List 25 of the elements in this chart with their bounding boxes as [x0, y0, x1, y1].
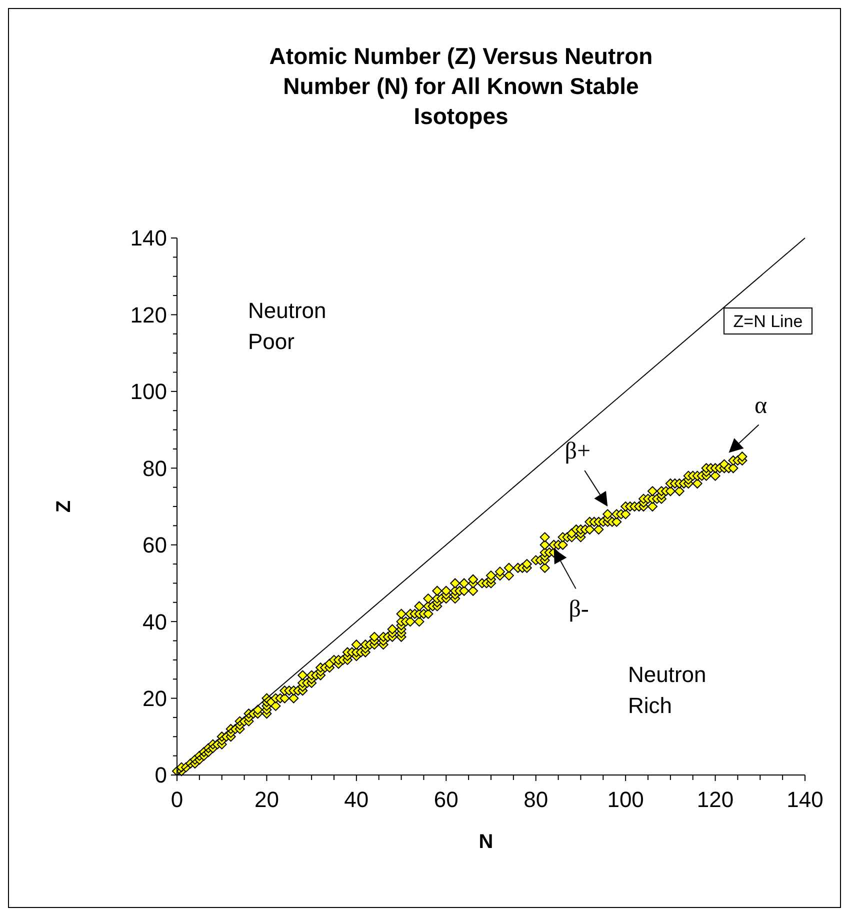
x-tick-label: 20 [254, 787, 279, 812]
y-tick-label: 40 [142, 609, 167, 634]
x-tick-label: 60 [434, 787, 458, 812]
x-tick-label: 100 [607, 787, 644, 812]
y-tick-label: 60 [142, 532, 167, 558]
annotation: Neutron Rich [628, 662, 706, 718]
chart-title: Atomic Number (Z) Versus Neutron Number (N) for All Known Stable Isotopes [269, 43, 653, 129]
y-tick-label: 120 [130, 302, 167, 328]
y-tick-label: 100 [130, 379, 167, 404]
x-tick-label: 80 [524, 787, 548, 812]
x-tick-label: 140 [786, 787, 824, 812]
annotation: β+ [564, 438, 591, 464]
x-tick-label: 0 [170, 787, 184, 812]
annotation: Neutron Poor [248, 298, 326, 354]
x-axis-title: N [478, 831, 494, 853]
series-label: Z=N Line [733, 312, 803, 331]
x-tick-label: 120 [696, 787, 734, 812]
y-tick-label: 20 [142, 686, 167, 711]
x-tick-label: 40 [344, 787, 369, 812]
annotation: β- [568, 596, 589, 623]
y-tick-label: 140 [130, 226, 167, 251]
y-tick-label: 0 [154, 762, 167, 788]
y-axis-title: Z [53, 500, 75, 513]
y-tick-label: 80 [142, 456, 167, 481]
annotation: α [754, 392, 768, 419]
